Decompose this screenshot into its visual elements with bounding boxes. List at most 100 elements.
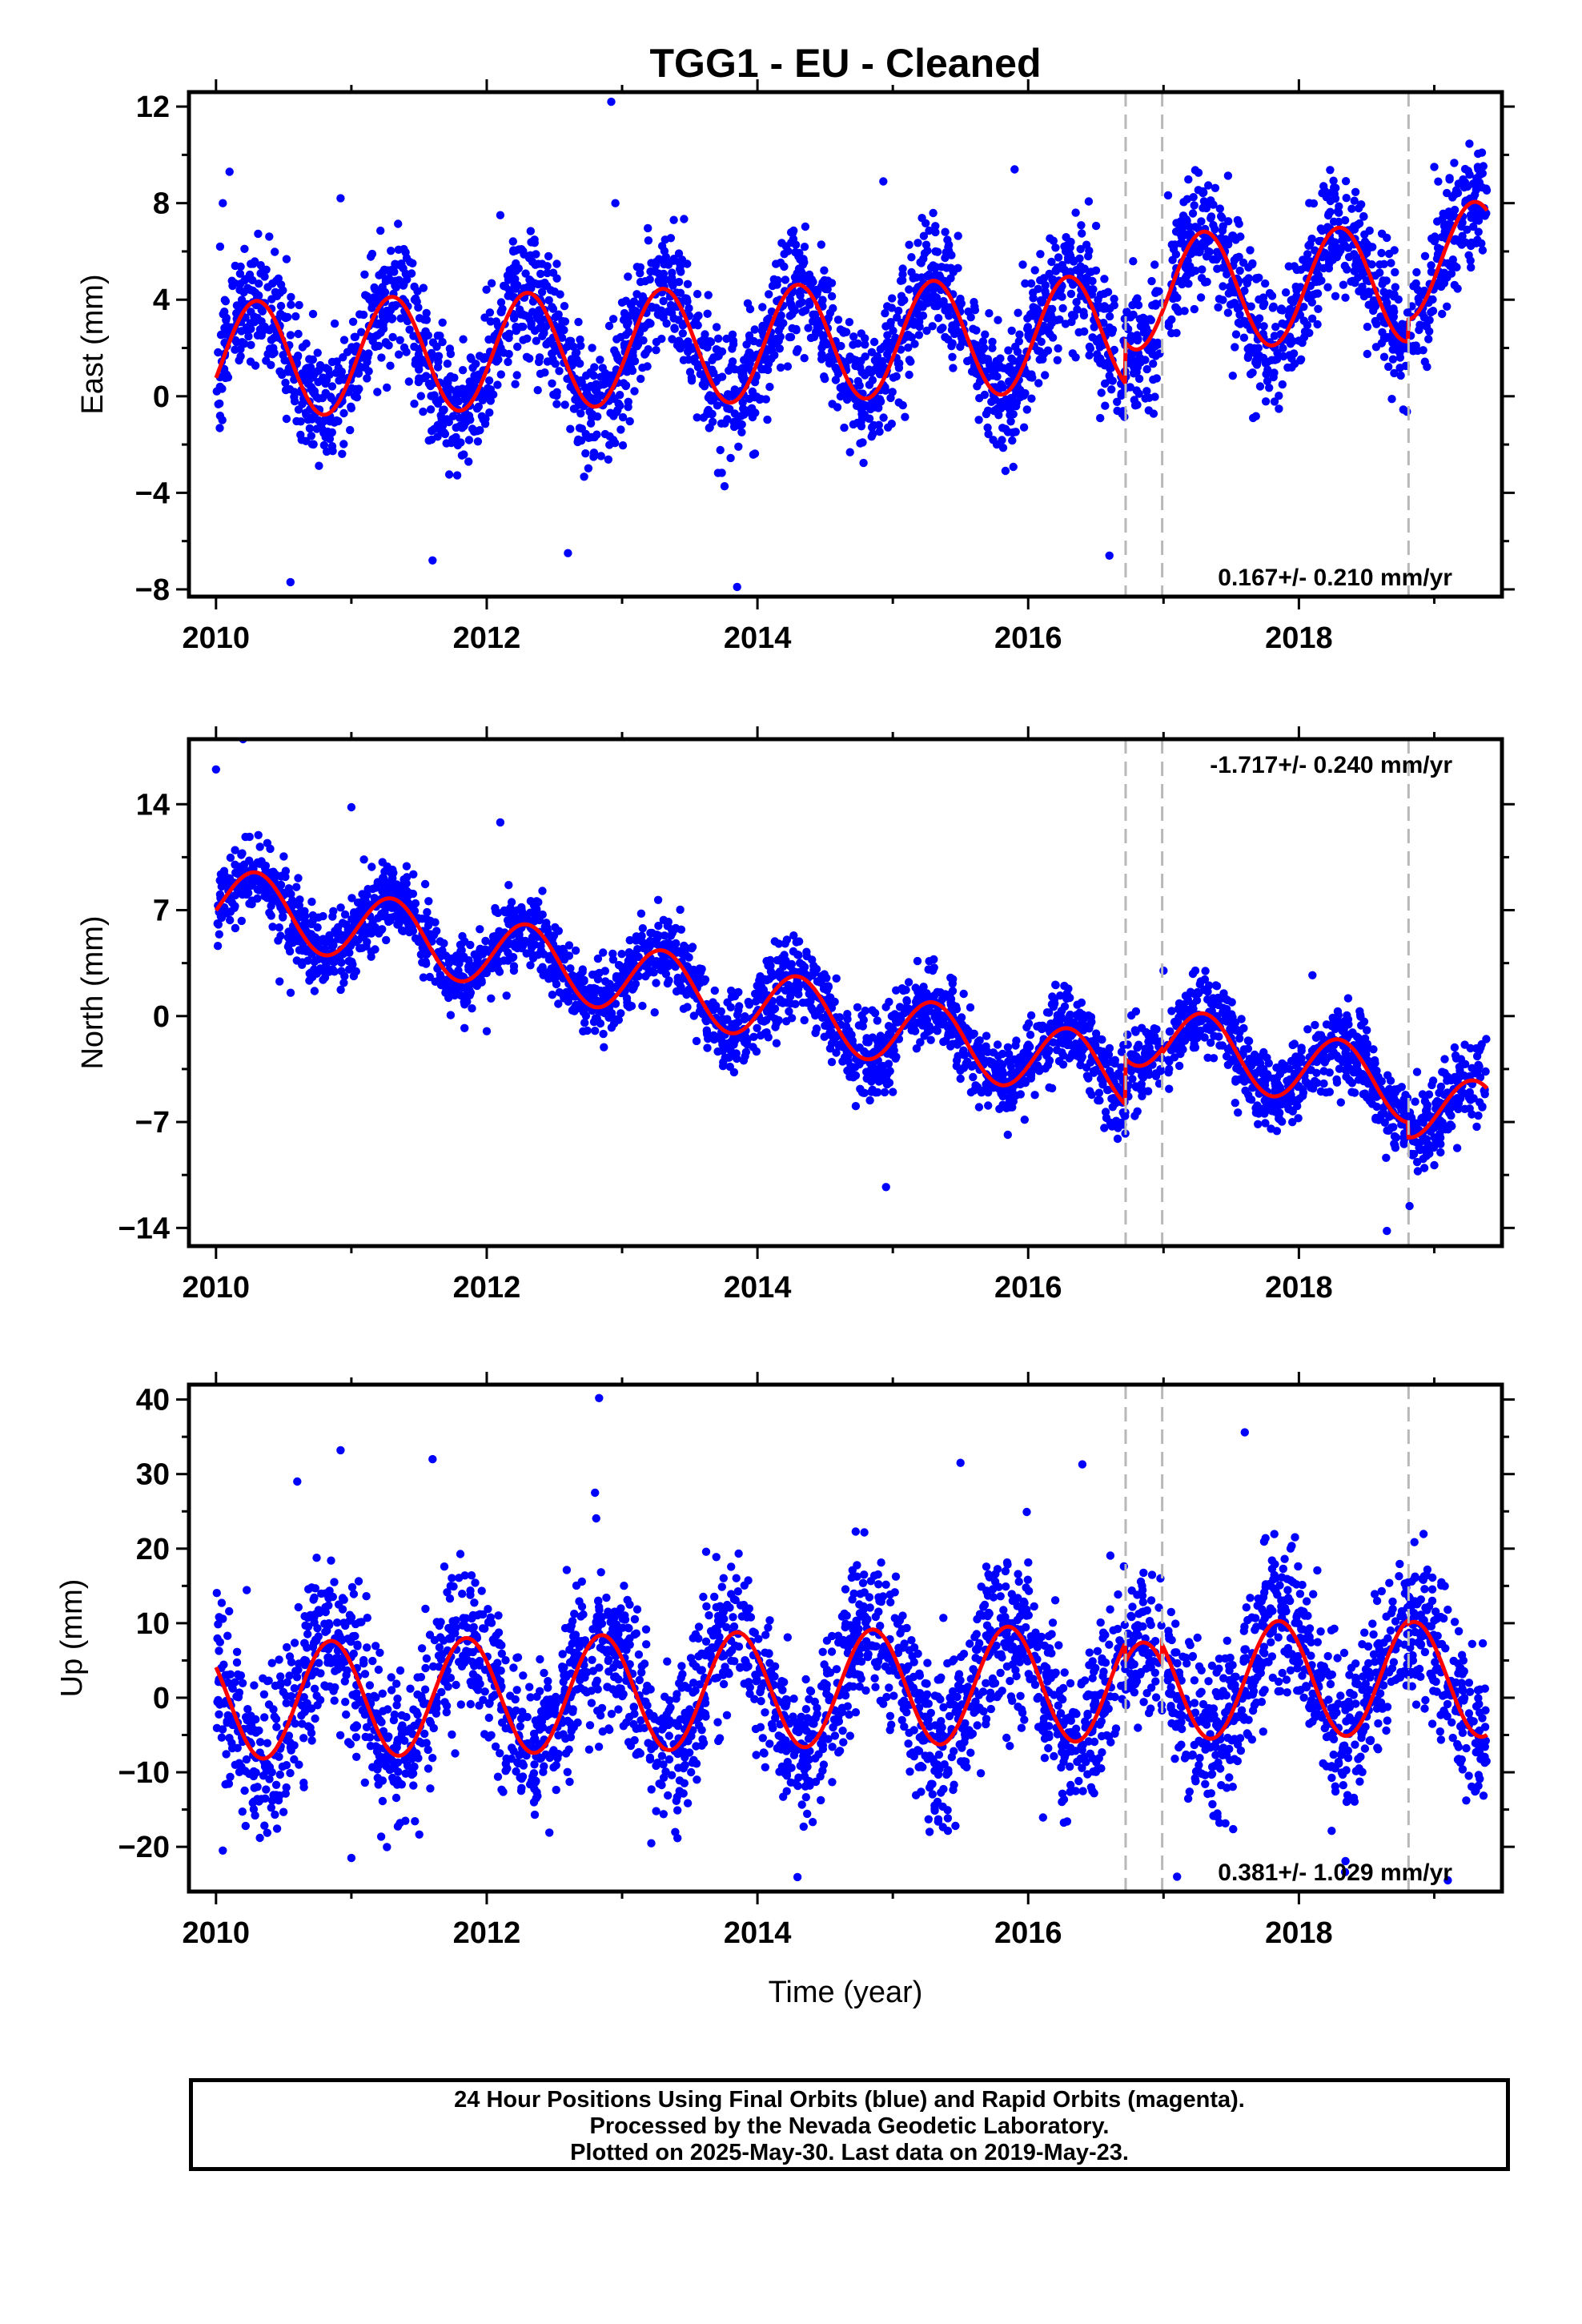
data-point: [1049, 236, 1058, 245]
data-point: [1152, 287, 1161, 296]
data-point: [596, 452, 605, 460]
data-point: [772, 259, 781, 268]
data-point: [445, 344, 455, 353]
data-point: [1379, 333, 1389, 343]
data-point: [548, 991, 557, 999]
outlier-point: [428, 556, 437, 565]
data-point: [1163, 191, 1173, 200]
data-point: [1296, 355, 1306, 364]
data-point: [750, 378, 760, 387]
data-point: [260, 272, 269, 281]
data-point: [819, 331, 829, 340]
data-point: [1188, 209, 1198, 218]
data-point: [473, 437, 483, 446]
data-point: [856, 439, 865, 448]
data-point: [981, 330, 990, 339]
data-point: [1094, 1088, 1104, 1097]
data-point: [1009, 462, 1018, 472]
data-point: [593, 412, 602, 421]
data-point: [1305, 199, 1314, 207]
data-point: [468, 364, 477, 372]
data-point: [874, 404, 883, 412]
data-point: [1211, 183, 1220, 192]
data-point: [390, 267, 399, 276]
data-point: [1214, 303, 1223, 312]
data-point: [616, 401, 624, 410]
data-point: [367, 952, 375, 961]
data-point: [1036, 250, 1045, 259]
data-point: [1224, 289, 1234, 298]
data-point: [845, 318, 854, 327]
data-point: [412, 356, 420, 364]
data-point: [1326, 166, 1335, 175]
data-point: [371, 342, 379, 352]
data-point: [1235, 320, 1245, 328]
data-point: [612, 335, 621, 344]
data-point: [336, 903, 345, 912]
data-point: [644, 223, 652, 233]
data-point: [382, 339, 391, 348]
data-point: [310, 987, 319, 995]
outlier-point: [879, 177, 888, 186]
data-point: [391, 259, 400, 268]
data-point: [576, 341, 585, 350]
data-point: [1004, 346, 1013, 355]
data-point: [827, 1058, 837, 1067]
data-point: [358, 890, 367, 899]
data-point: [657, 242, 667, 251]
data-point: [731, 1019, 740, 1028]
data-point: [452, 389, 461, 398]
data-point: [480, 355, 488, 364]
data-point: [745, 348, 754, 357]
data-point: [644, 345, 652, 354]
outlier-point: [733, 582, 741, 592]
data-point: [723, 415, 732, 424]
data-point: [931, 227, 940, 237]
data-point: [1082, 240, 1091, 249]
data-point: [801, 306, 810, 315]
data-point: [1022, 405, 1032, 414]
data-point: [1094, 1096, 1102, 1105]
data-point: [851, 356, 861, 364]
data-point: [1182, 216, 1191, 225]
data-point: [738, 398, 747, 407]
data-point: [713, 351, 723, 360]
data-point: [678, 329, 687, 338]
data-point: [1152, 1025, 1161, 1034]
data-point: [905, 370, 913, 380]
data-point: [652, 337, 661, 347]
data-point: [1105, 1043, 1114, 1053]
data-point: [283, 942, 293, 951]
data-point: [321, 415, 330, 424]
data-point: [593, 954, 603, 963]
outlier-point: [215, 242, 225, 251]
data-point: [1371, 316, 1380, 326]
data-point: [1286, 304, 1295, 314]
y-tick-label: 12: [136, 90, 170, 124]
data-point: [904, 331, 913, 340]
data-point: [669, 277, 678, 287]
data-point: [339, 440, 348, 448]
data-point: [263, 349, 272, 359]
data-point: [1077, 221, 1086, 230]
data-point: [1006, 411, 1014, 420]
data-point: [1226, 300, 1235, 309]
data-point: [448, 412, 458, 420]
data-point: [1331, 292, 1340, 300]
data-point: [585, 408, 594, 416]
data-point: [1460, 183, 1469, 192]
data-point: [894, 306, 903, 316]
data-point: [1416, 287, 1425, 297]
data-point: [709, 417, 717, 426]
data-point: [643, 320, 652, 329]
data-point: [1379, 352, 1389, 361]
data-point: [557, 333, 567, 342]
data-point: [1412, 267, 1421, 277]
x-tick-label: 2012: [453, 621, 521, 655]
outlier-point: [496, 211, 505, 219]
data-point: [1322, 1088, 1331, 1097]
data-point: [969, 1072, 978, 1082]
data-point: [1461, 238, 1470, 247]
figure-title: TGG1 - EU - Cleaned: [650, 41, 1042, 86]
